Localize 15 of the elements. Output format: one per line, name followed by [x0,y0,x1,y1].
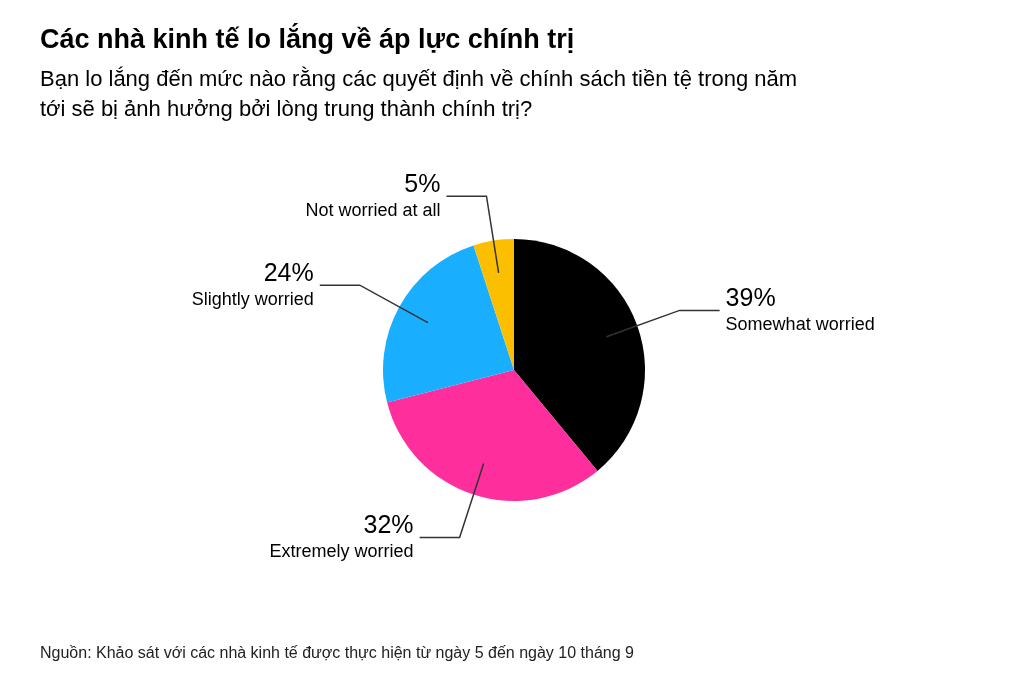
chart-subtitle: Bạn lo lắng đến mức nào rằng các quyết định về chính sách tiền tệ trong năm tới sẽ bị ảnh hưởng bởi lòng trung thành chính trị? [40,66,798,121]
pie-slice [387,370,598,501]
slice-label: Slightly worried [191,289,314,310]
data-label: 5% [404,169,441,198]
data-label: 32% [363,510,414,539]
pie-slice [473,239,514,370]
slice-label: Somewhat worried [725,314,875,335]
pie-slice [383,245,514,403]
text: Nguồn: Khảo sát với các nhà kinh tế được thực hiện từ ngày 5 đến ngày 10 tháng 9 [40,644,635,661]
pie-slice [514,239,645,471]
data-label: 24% [263,258,314,287]
chart-title: Các nhà kinh tế lo lắng về áp lực chính trị [40,23,575,54]
slice-label: Extremely worried [269,541,414,562]
slice-label: Not worried at all [305,200,441,221]
data-label: 39% [725,283,776,312]
